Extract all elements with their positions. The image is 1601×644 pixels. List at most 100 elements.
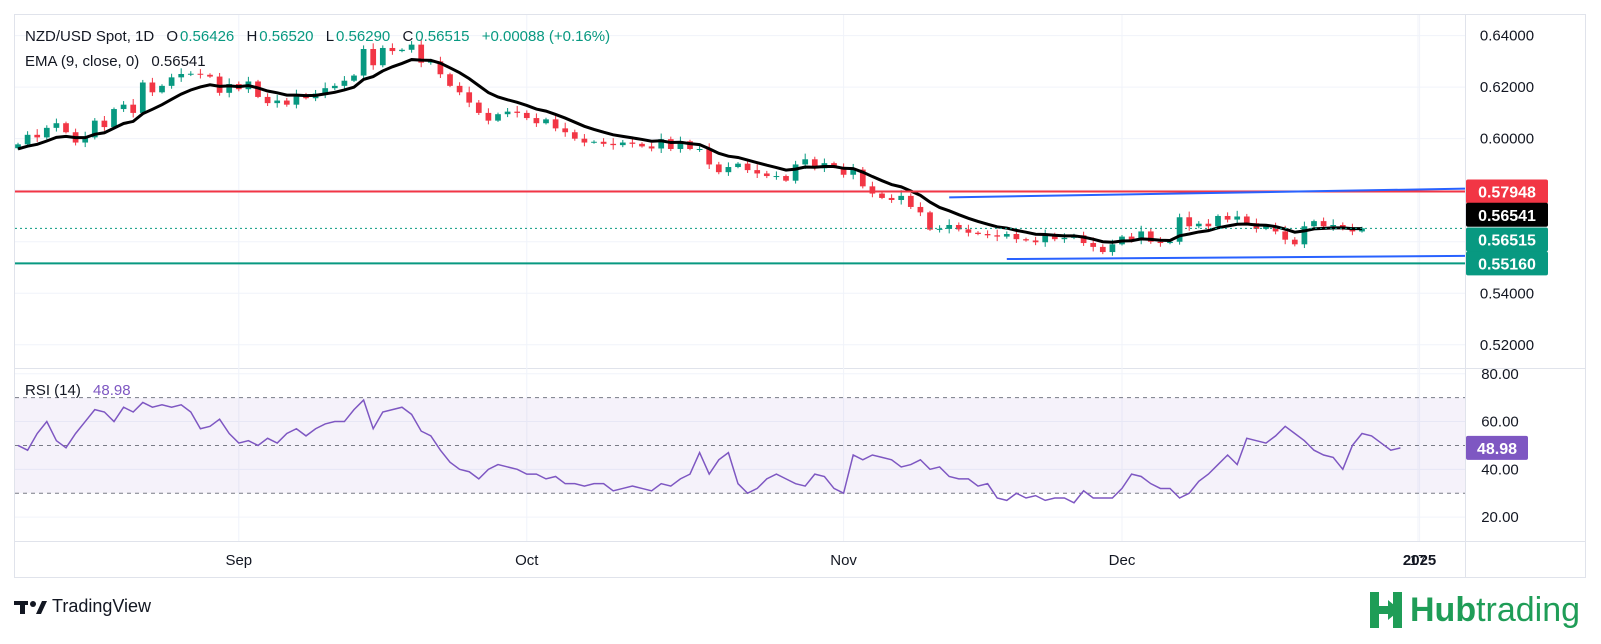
candle-body [216, 76, 223, 93]
candle-body [207, 74, 213, 77]
candle-body [1224, 215, 1231, 220]
candle-body [399, 49, 405, 52]
candle-body [437, 61, 444, 75]
hubtrading-logo: Hub trading [1366, 590, 1580, 630]
channel-bottom-line [1006, 254, 1466, 261]
candle-body [859, 169, 866, 187]
low-label: L [325, 28, 335, 45]
low-value: 0.56290 [336, 28, 391, 45]
candle-body [1090, 243, 1097, 247]
chart-frame [14, 14, 1586, 578]
candle-body [82, 137, 89, 143]
candle-body [418, 44, 425, 63]
candle-body [523, 112, 530, 119]
candle-body [936, 228, 943, 230]
candle-body [1330, 224, 1337, 227]
candle-body [1186, 217, 1193, 227]
rsi-value-tag-text: 48.98 [1477, 441, 1517, 458]
support-price-tag-text: 0.55160 [1478, 256, 1536, 273]
candle-body [898, 195, 905, 201]
candle-body [379, 47, 386, 66]
candle-body [427, 61, 434, 63]
candle-body [677, 141, 684, 149]
candle-body [994, 235, 1001, 237]
candle-body [63, 123, 69, 133]
time-tick-label: Sep [225, 552, 252, 569]
candle-body [370, 49, 377, 66]
candle-body [696, 148, 703, 150]
candle-body [927, 212, 933, 230]
candle-body [149, 82, 156, 93]
candle-body [168, 77, 175, 86]
price-tick-label: 0.52000 [1480, 337, 1534, 354]
candle-body [111, 109, 117, 128]
ema-legend-label[interactable]: EMA (9, close, 0) [25, 53, 140, 70]
candle-body [1263, 226, 1269, 229]
candle-body [274, 100, 281, 104]
candle-body [178, 74, 185, 78]
candle-body [53, 123, 60, 128]
candle-body [1138, 231, 1145, 240]
candle-body [840, 167, 847, 175]
candle-body [1320, 221, 1327, 227]
rsi-value-tag [1466, 435, 1528, 460]
high-label: H [246, 28, 258, 45]
candle-body [773, 176, 780, 178]
time-tick-label: Dec [1109, 552, 1136, 569]
candle-body [562, 128, 569, 133]
candle-body [600, 141, 607, 144]
candle-body [869, 186, 876, 194]
candle-body [485, 112, 492, 121]
candle-body [360, 49, 367, 76]
price-tags: 0.57948 0.56541 0.56515 0.55160 48.98 [1466, 179, 1548, 460]
time-tick-label: Nov [830, 552, 857, 569]
candle-body [389, 47, 396, 52]
hubtrading-text-trading: trading [1476, 590, 1581, 629]
close-label: C [402, 28, 414, 45]
candle-body [1167, 241, 1173, 244]
candle-body [533, 118, 540, 124]
resistance-price-tag [1466, 179, 1548, 204]
candle-body [1157, 241, 1164, 244]
candle-body [159, 85, 165, 93]
candle-body [763, 173, 770, 177]
candle-body [283, 100, 290, 105]
channel-top-line [949, 187, 1466, 199]
candle-body [715, 164, 722, 173]
candle-body [946, 224, 953, 229]
rsi-tick-label: 80.00 [1481, 366, 1519, 383]
ema-price-tag [1466, 202, 1548, 227]
rsi-legend-value: 48.98 [93, 382, 131, 399]
overlays [15, 58, 1466, 504]
candle-body [1282, 231, 1289, 240]
candle-body [504, 111, 511, 115]
candle-body [792, 164, 799, 181]
candle-body [1042, 235, 1049, 243]
high-value: 0.56520 [259, 28, 314, 45]
candle-body [1234, 216, 1241, 220]
candle-body [1311, 221, 1317, 227]
candle-body [139, 82, 146, 113]
candle-body [1023, 239, 1029, 241]
candle-body [879, 193, 885, 198]
candles [15, 38, 1365, 256]
ema-line [17, 58, 1362, 244]
candle-body [735, 163, 741, 168]
rsi-tick-label: 20.00 [1481, 509, 1519, 526]
candle-body [629, 142, 636, 144]
hubtrading-text-hub: Hub [1410, 590, 1477, 629]
candle-body [1032, 240, 1039, 243]
symbol-title[interactable]: NZD/USD Spot, 1D [25, 28, 155, 45]
candle-body [475, 102, 482, 113]
open-label: O [166, 28, 179, 45]
candle-body [1176, 217, 1183, 242]
tradingview-logo[interactable]: TradingView [14, 596, 151, 617]
candle-body [543, 119, 549, 124]
candle-body [1128, 236, 1135, 240]
candle-body [1243, 216, 1250, 224]
candle-body [456, 85, 463, 93]
candle-body [322, 88, 329, 94]
candle-body [408, 44, 415, 50]
rsi-legend-label[interactable]: RSI (14) [25, 382, 81, 399]
candle-body [907, 195, 914, 207]
